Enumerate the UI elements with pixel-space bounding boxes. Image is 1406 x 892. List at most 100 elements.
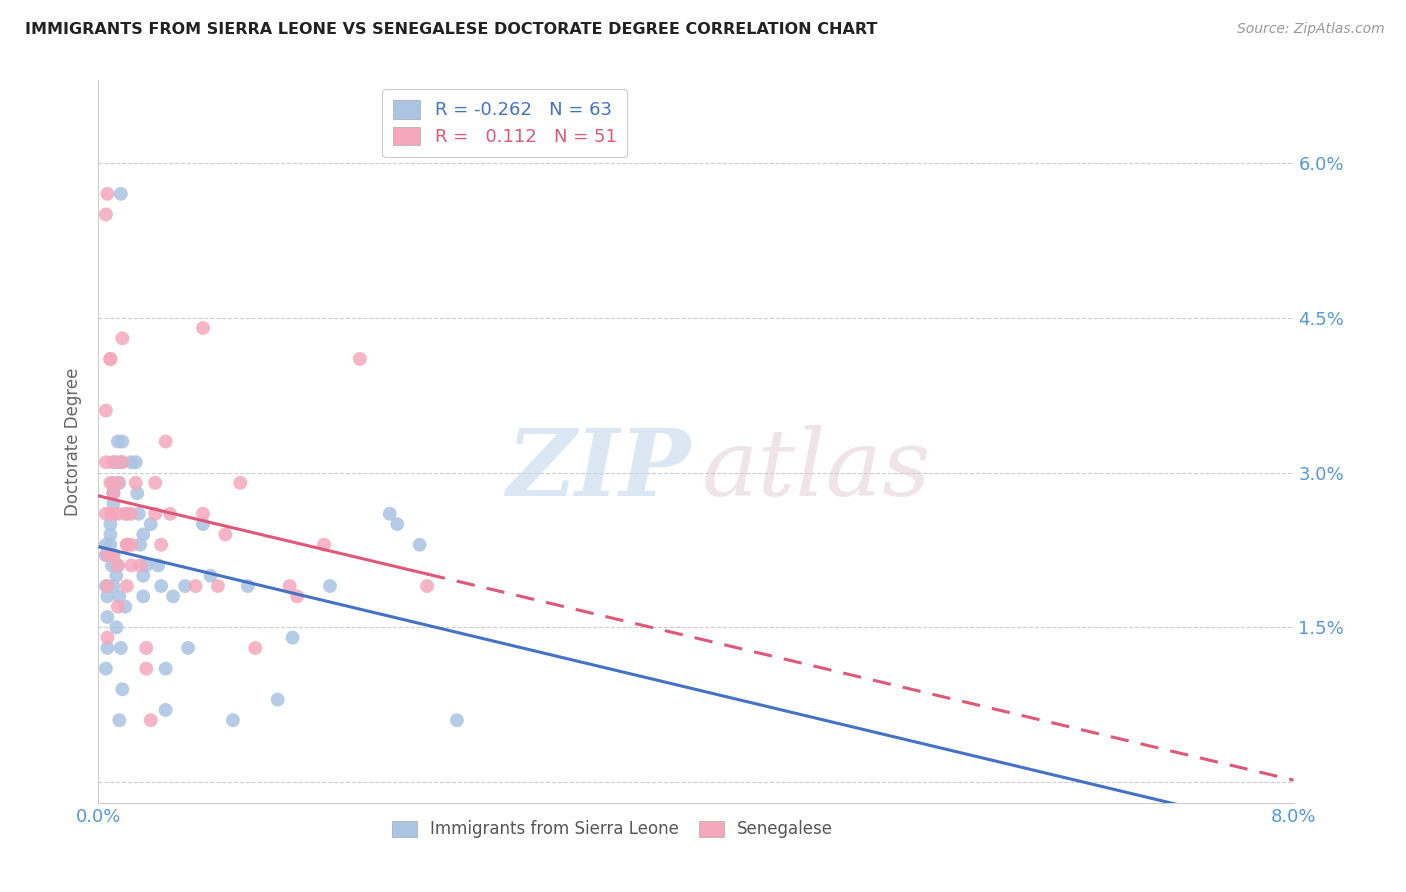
Point	[191, 517, 214, 532]
Point	[103, 475, 125, 490]
Point	[98, 475, 122, 490]
Point	[110, 455, 132, 469]
Point	[107, 558, 129, 573]
Point	[120, 455, 142, 469]
Point	[159, 507, 181, 521]
Point	[108, 713, 131, 727]
Point	[94, 662, 117, 676]
Point	[132, 590, 155, 604]
Point	[98, 527, 122, 541]
Point	[103, 486, 125, 500]
Point	[94, 507, 117, 521]
Point	[349, 351, 371, 366]
Point	[125, 475, 148, 490]
Point	[103, 507, 125, 521]
Point	[107, 475, 129, 490]
Point	[155, 703, 177, 717]
Point	[177, 640, 200, 655]
Point	[94, 548, 117, 562]
Point	[278, 579, 301, 593]
Point	[110, 186, 132, 201]
Point	[312, 538, 335, 552]
Point	[120, 538, 142, 552]
Point	[105, 455, 128, 469]
Point	[128, 507, 150, 521]
Point	[143, 475, 166, 490]
Point	[408, 538, 430, 552]
Point	[129, 558, 152, 573]
Point	[103, 455, 125, 469]
Point	[114, 599, 136, 614]
Point	[96, 579, 118, 593]
Point	[139, 713, 162, 727]
Point	[94, 455, 117, 469]
Point	[111, 682, 134, 697]
Point	[385, 517, 409, 532]
Point	[107, 434, 129, 449]
Point	[267, 692, 290, 706]
Text: IMMIGRANTS FROM SIERRA LEONE VS SENEGALESE DOCTORATE DEGREE CORRELATION CHART: IMMIGRANTS FROM SIERRA LEONE VS SENEGALE…	[25, 22, 877, 37]
Point	[103, 486, 125, 500]
Point	[107, 599, 129, 614]
Point	[114, 507, 136, 521]
Point	[110, 640, 132, 655]
Point	[446, 713, 468, 727]
Point	[148, 558, 170, 573]
Point	[103, 548, 125, 562]
Point	[94, 548, 117, 562]
Point	[96, 640, 118, 655]
Point	[96, 548, 118, 562]
Point	[200, 568, 222, 582]
Point	[155, 434, 177, 449]
Point	[105, 620, 128, 634]
Point	[107, 507, 129, 521]
Point	[94, 207, 117, 221]
Point	[378, 507, 401, 521]
Point	[98, 351, 122, 366]
Point	[174, 579, 197, 593]
Y-axis label: Doctorate Degree: Doctorate Degree	[65, 368, 83, 516]
Point	[115, 538, 138, 552]
Point	[94, 538, 117, 552]
Point	[125, 455, 148, 469]
Point	[150, 579, 173, 593]
Text: atlas: atlas	[702, 425, 931, 516]
Point	[103, 579, 125, 593]
Point	[94, 403, 117, 417]
Point	[129, 538, 152, 552]
Point	[96, 548, 118, 562]
Point	[94, 579, 117, 593]
Point	[111, 331, 134, 345]
Point	[111, 434, 134, 449]
Point	[319, 579, 342, 593]
Point	[222, 713, 245, 727]
Point	[135, 662, 157, 676]
Point	[135, 558, 157, 573]
Point	[96, 610, 118, 624]
Point	[105, 568, 128, 582]
Point	[120, 558, 142, 573]
Point	[103, 486, 125, 500]
Legend: Immigrants from Sierra Leone, Senegalese: Immigrants from Sierra Leone, Senegalese	[385, 814, 839, 845]
Point	[111, 455, 134, 469]
Point	[135, 640, 157, 655]
Point	[281, 631, 304, 645]
Point	[143, 507, 166, 521]
Point	[120, 507, 142, 521]
Point	[115, 579, 138, 593]
Point	[139, 517, 162, 532]
Point	[115, 507, 138, 521]
Point	[98, 507, 122, 521]
Point	[245, 640, 267, 655]
Point	[207, 579, 229, 593]
Point	[184, 579, 207, 593]
Point	[98, 538, 122, 552]
Point	[285, 590, 308, 604]
Point	[96, 631, 118, 645]
Point	[150, 538, 173, 552]
Point	[214, 527, 236, 541]
Point	[236, 579, 259, 593]
Point	[132, 568, 155, 582]
Point	[127, 486, 149, 500]
Point	[108, 475, 131, 490]
